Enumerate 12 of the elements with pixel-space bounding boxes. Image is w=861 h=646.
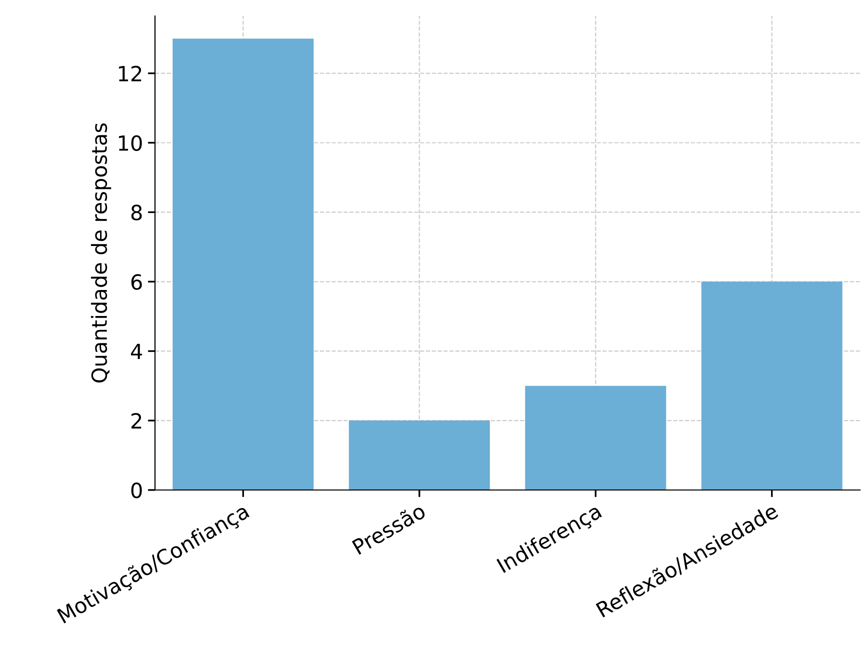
y-tick-label: 6 (131, 274, 142, 290)
bar (701, 282, 842, 490)
y-tick-label: 10 (118, 135, 142, 151)
y-tick-label: 4 (130, 344, 142, 360)
y-tick-label: 12 (118, 66, 142, 82)
y-axis-title: Quantidade de respostas (90, 123, 112, 382)
bar (172, 38, 314, 490)
y-tick-label: 2 (131, 413, 142, 428)
y-tick-label: 8 (131, 204, 142, 220)
bar (348, 420, 490, 490)
bar (525, 386, 666, 490)
y-tick-label: 0 (131, 482, 142, 498)
